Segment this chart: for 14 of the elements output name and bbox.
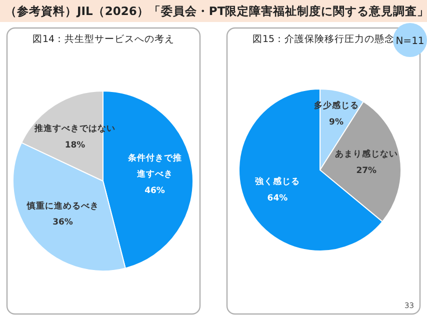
- data-label: 46%: [144, 186, 166, 196]
- chart-title: 図14：共生型サービスへの考え: [32, 33, 175, 45]
- slice-label: 条件付きで推進すべき: [126, 152, 182, 180]
- text: N=11: [396, 36, 424, 47]
- slice-label: 慎重に進めるべき: [26, 200, 99, 212]
- data-label: 18%: [64, 140, 86, 150]
- data-label: 9%: [329, 117, 344, 128]
- chart-title: 図15：介護保険移行圧力の懸念: [252, 33, 395, 45]
- data-label: 27%: [356, 166, 378, 176]
- data-label: 36%: [52, 218, 74, 228]
- text: （参考資料）JIL（2026）「委員会・PT限定障害福祉制度に関する意見調査」: [5, 4, 427, 18]
- slice-label: 強く感じる: [254, 176, 300, 188]
- slice-label: あまり感じない: [334, 148, 398, 160]
- data-label: 64%: [267, 193, 288, 204]
